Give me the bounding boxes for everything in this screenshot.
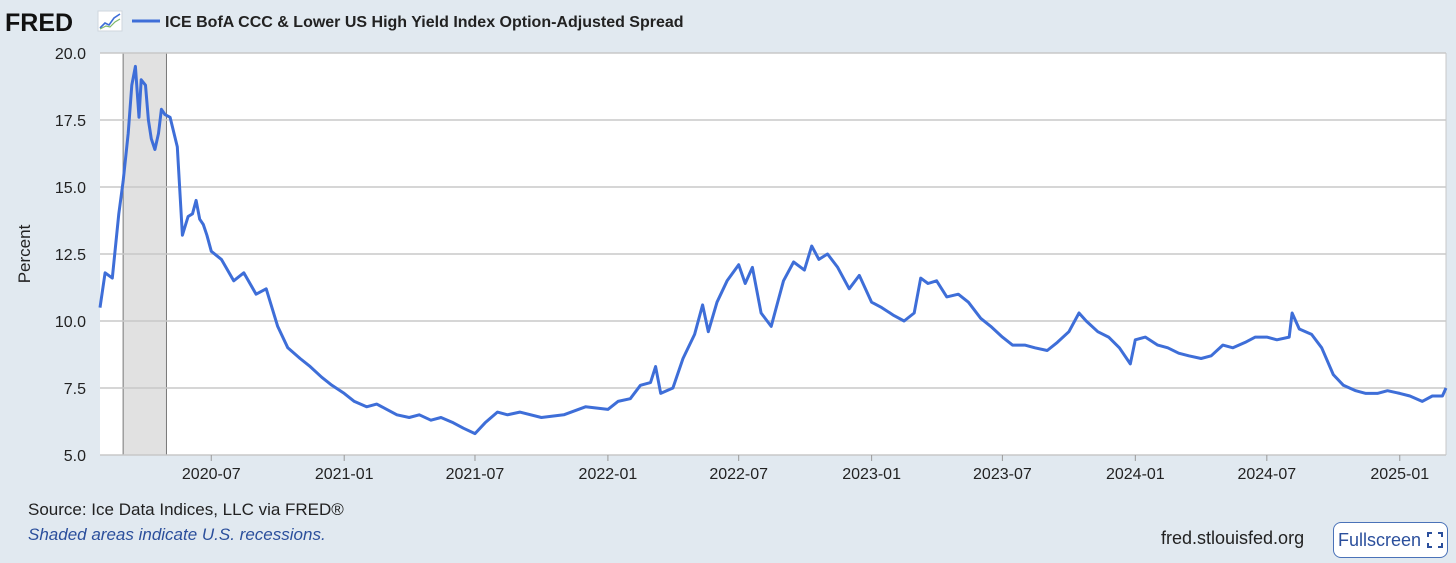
site-link[interactable]: fred.stlouisfed.org: [1161, 528, 1305, 548]
x-tick-label: 2023-01: [842, 466, 901, 483]
x-tick-label: 2023-07: [973, 466, 1032, 483]
line-chart-icon: [97, 10, 123, 32]
x-tick-label: 2024-07: [1237, 466, 1296, 483]
fullscreen-label: Fullscreen: [1337, 529, 1422, 550]
x-tick-label: 2025-01: [1370, 466, 1429, 483]
chart-canvas: FRED ICE BofA CCC & Lower US High Yield …: [5, 9, 1448, 483]
y-tick-label: 10.0: [55, 314, 86, 331]
x-tick-label: 2020-07: [182, 466, 241, 483]
series-layer: [98, 64, 1448, 436]
y-tick-label: 17.5: [55, 113, 86, 130]
y-tick-label: 5.0: [64, 448, 86, 465]
y-axis-ticks: 5.0 7.5 10.0 12.5 15.0 17.5 20.0: [55, 46, 86, 465]
expand-icon: [1427, 532, 1444, 548]
x-tick-label: 2022-01: [579, 466, 638, 483]
x-axis-ticks: 2020-07 2021-01 2021-07 2022-01 2022-07 2023-…: [182, 455, 1429, 483]
x-tick-label: 2021-01: [315, 466, 374, 483]
y-tick-label: 12.5: [55, 247, 86, 264]
source-note: Source: Ice Data Indices, LLC via FRED®: [28, 500, 344, 519]
fred-logo-text: FRED: [5, 9, 73, 37]
fullscreen-button[interactable]: Fullscreen: [1333, 522, 1448, 558]
y-tick-label: 15.0: [55, 180, 86, 197]
x-tick-label: 2022-07: [709, 466, 768, 483]
y-tick-label: 7.5: [64, 381, 86, 398]
legend-label: ICE BofA CCC & Lower US High Yield Index…: [165, 14, 684, 31]
x-tick-label: 2024-01: [1106, 466, 1165, 483]
recession-note: Shaded areas indicate U.S. recessions.: [28, 525, 326, 544]
fred-logo[interactable]: FRED: [5, 9, 123, 37]
series-line: [98, 64, 1448, 436]
y-axis-label: Percent: [15, 224, 34, 283]
legend: ICE BofA CCC & Lower US High Yield Index…: [132, 14, 684, 31]
x-tick-label: 2021-07: [446, 466, 505, 483]
y-tick-label: 20.0: [55, 46, 86, 63]
